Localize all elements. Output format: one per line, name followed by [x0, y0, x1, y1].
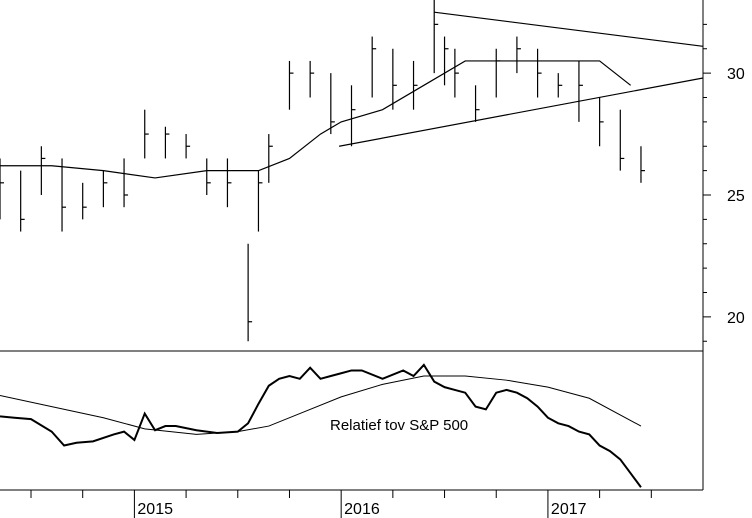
y-tick-label: 30 — [727, 66, 745, 83]
relative-strength-line — [0, 363, 642, 488]
y-tick-label: 20 — [727, 310, 745, 327]
y-tick-label: 25 — [727, 188, 745, 205]
axes: 20 25 30 2015 2016 2017 — [30, 23, 745, 518]
relative-annotation: Relatief tov S&P 500 — [330, 417, 468, 434]
trend-line — [434, 11, 704, 47]
relative-panel — [0, 363, 642, 488]
moving-average-line — [0, 60, 632, 179]
x-tick-label: 2017 — [551, 501, 587, 518]
x-tick-label: 2016 — [344, 501, 380, 518]
chart-frame — [0, 0, 704, 491]
trend-line — [338, 77, 704, 147]
price-panel — [0, 0, 704, 342]
relative-average-line — [0, 375, 642, 435]
x-tick-label: 2015 — [137, 501, 173, 518]
